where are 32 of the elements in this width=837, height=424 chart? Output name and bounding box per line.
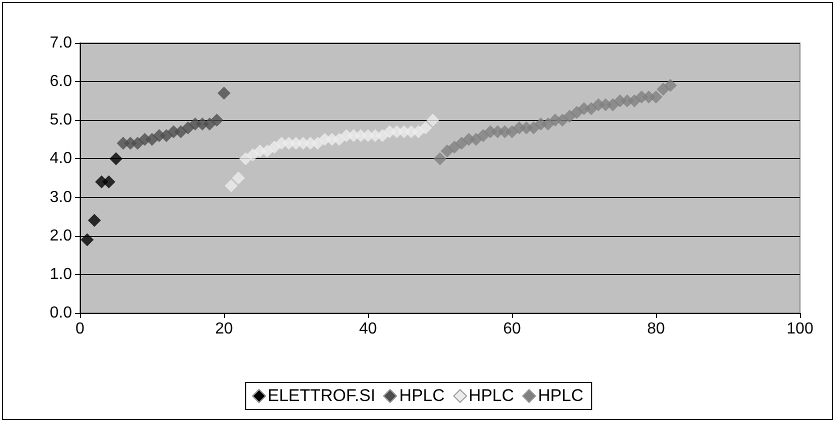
point	[650, 90, 662, 104]
x-tick-label: 80	[647, 320, 665, 338]
point	[434, 152, 446, 166]
legend-label: ELETTROF.SI	[268, 386, 376, 406]
legend-label: HPLC	[399, 386, 445, 406]
y-tick-label: 5.0	[50, 112, 72, 129]
y-tick-label: 1.0	[50, 266, 72, 283]
point	[664, 78, 677, 92]
point	[246, 148, 260, 162]
point	[419, 121, 432, 134]
point	[232, 172, 245, 184]
y-tick-label: 6.0	[50, 73, 72, 90]
x-tick-label: 60	[503, 320, 521, 338]
x-tick-label: 0	[76, 320, 85, 338]
y-tick-label: 0.0	[50, 304, 72, 322]
point	[102, 175, 116, 188]
y-tick-label: 4.0	[50, 150, 72, 168]
legend-label: HPLC	[468, 386, 514, 406]
y-tick-label: 2.0	[50, 227, 72, 244]
point	[426, 114, 440, 127]
point	[224, 179, 238, 192]
point	[88, 214, 101, 227]
point	[210, 114, 224, 127]
point	[80, 233, 94, 246]
y-tick-label: 7.0	[50, 34, 72, 52]
y-tick-label: 3.0	[50, 188, 72, 206]
x-tick-label: 20	[215, 320, 233, 338]
x-tick-label: 100	[786, 320, 814, 338]
legend-label: HPLC	[538, 386, 584, 406]
x-tick-label: 40	[359, 320, 377, 338]
point	[110, 152, 122, 166]
point	[218, 86, 230, 100]
